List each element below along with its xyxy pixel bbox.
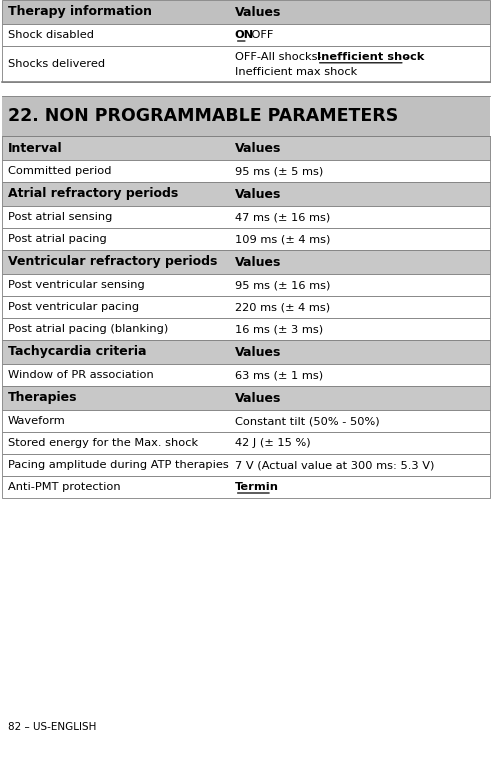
Text: Post ventricular pacing: Post ventricular pacing: [8, 302, 139, 312]
Text: Ventricular refractory periods: Ventricular refractory periods: [8, 256, 217, 269]
Text: Values: Values: [235, 142, 281, 154]
Text: Window of PR association: Window of PR association: [8, 370, 154, 380]
Bar: [2, 364, 490, 386]
Text: 95 ms (± 16 ms): 95 ms (± 16 ms): [235, 280, 330, 290]
Text: Tachycardia criteria: Tachycardia criteria: [8, 345, 147, 359]
Text: Termin: Termin: [235, 482, 279, 492]
Text: 16 ms (± 3 ms): 16 ms (± 3 ms): [235, 324, 323, 334]
Text: Post atrial pacing: Post atrial pacing: [8, 234, 107, 244]
Text: -OFF: -OFF: [248, 30, 274, 40]
Bar: [2, 136, 490, 160]
Text: Values: Values: [235, 5, 281, 18]
Text: 109 ms (± 4 ms): 109 ms (± 4 ms): [235, 234, 330, 244]
Bar: [2, 228, 490, 250]
Text: Committed period: Committed period: [8, 166, 112, 176]
Bar: [2, 386, 490, 410]
Bar: [2, 24, 490, 46]
Bar: [2, 476, 490, 498]
Text: Post atrial pacing (blanking): Post atrial pacing (blanking): [8, 324, 168, 334]
Text: 220 ms (± 4 ms): 220 ms (± 4 ms): [235, 302, 330, 312]
Text: Pacing amplitude during ATP therapies: Pacing amplitude during ATP therapies: [8, 460, 229, 470]
Text: Stored energy for the Max. shock: Stored energy for the Max. shock: [8, 438, 198, 448]
Text: Interval: Interval: [8, 142, 62, 154]
Text: 95 ms (± 5 ms): 95 ms (± 5 ms): [235, 166, 323, 176]
Text: Shocks delivered: Shocks delivered: [8, 59, 105, 69]
Text: ON: ON: [235, 30, 254, 40]
Text: Anti-PMT protection: Anti-PMT protection: [8, 482, 121, 492]
Text: Inefficient max shock: Inefficient max shock: [235, 67, 357, 77]
Text: Values: Values: [235, 391, 281, 404]
Text: 82 – US-ENGLISH: 82 – US-ENGLISH: [8, 722, 96, 732]
Text: Post atrial sensing: Post atrial sensing: [8, 212, 112, 222]
Text: Atrial refractory periods: Atrial refractory periods: [8, 188, 178, 201]
Text: Therapies: Therapies: [8, 391, 78, 404]
Bar: [2, 296, 490, 318]
Text: Inefficient shock: Inefficient shock: [317, 51, 424, 62]
Text: Constant tilt (50% - 50%): Constant tilt (50% - 50%): [235, 416, 379, 426]
Text: Values: Values: [235, 256, 281, 269]
Text: Shock disabled: Shock disabled: [8, 30, 94, 40]
Text: Post ventricular sensing: Post ventricular sensing: [8, 280, 145, 290]
Bar: [2, 250, 490, 274]
Text: Therapy information: Therapy information: [8, 5, 152, 18]
Bar: [2, 160, 490, 182]
Bar: [2, 340, 490, 364]
Bar: [2, 432, 490, 454]
Bar: [2, 182, 490, 206]
Text: Values: Values: [235, 345, 281, 359]
Text: 63 ms (± 1 ms): 63 ms (± 1 ms): [235, 370, 323, 380]
Bar: [2, 274, 490, 296]
Text: 7 V (Actual value at 300 ms: 5.3 V): 7 V (Actual value at 300 ms: 5.3 V): [235, 460, 434, 470]
Text: 47 ms (± 16 ms): 47 ms (± 16 ms): [235, 212, 330, 222]
Bar: [2, 318, 490, 340]
Text: Waveform: Waveform: [8, 416, 66, 426]
Bar: [2, 454, 490, 476]
Text: Values: Values: [235, 188, 281, 201]
Text: -: -: [405, 51, 409, 62]
Bar: [2, 46, 490, 82]
Bar: [2, 206, 490, 228]
Bar: [2, 0, 490, 24]
Bar: [2, 96, 490, 136]
Text: OFF-All shocks-: OFF-All shocks-: [235, 51, 321, 62]
Text: 22. NON PROGRAMMABLE PARAMETERS: 22. NON PROGRAMMABLE PARAMETERS: [8, 107, 398, 125]
Bar: [2, 410, 490, 432]
Text: 42 J (± 15 %): 42 J (± 15 %): [235, 438, 310, 448]
